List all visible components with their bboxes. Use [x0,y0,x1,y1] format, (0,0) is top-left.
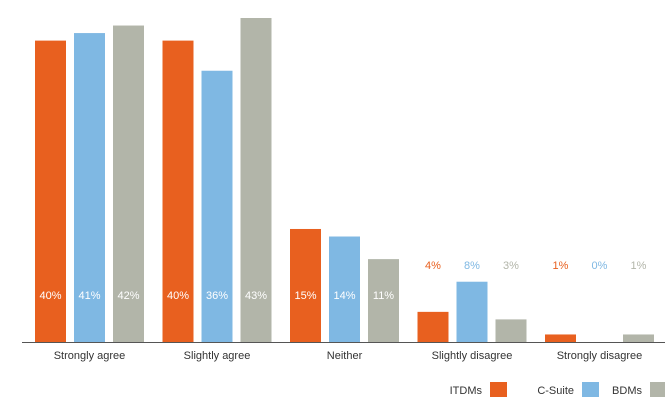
data-label-bdms-strongly-agree: 42% [117,290,139,302]
bar-c-suite-slightly-agree [201,70,233,342]
data-label-c-suite-strongly-agree: 41% [78,290,100,302]
data-label-itdms-strongly-agree: 40% [39,290,61,302]
x-tick-label: Slightly disagree [432,350,513,362]
data-label-c-suite-slightly-agree: 36% [206,290,228,302]
bar-c-suite-slightly-disagree [456,281,488,342]
data-label-itdms-slightly-disagree: 4% [425,260,441,272]
x-tick-label: Strongly disagree [557,350,643,362]
x-tick-labels: Strongly agree Slightly agree Neither Sligh… [54,350,643,362]
bar-itdms-slightly-agree [162,40,194,343]
bar-bdms-slightly-disagree [495,319,527,342]
x-tick-label: Strongly agree [54,350,126,362]
data-label-bdms-slightly-agree: 43% [245,290,267,302]
bar-c-suite-strongly-agree [74,33,105,343]
data-label-itdms-neither: 15% [294,290,316,302]
data-label-c-suite-strongly-disagree: 0% [592,260,608,272]
data-label-bdms-strongly-disagree: 1% [631,260,647,272]
bar-itdms-strongly-disagree [545,334,576,342]
bar-bdms-slightly-agree [240,18,272,342]
legend-swatch-itdms [490,382,507,397]
bar-bdms-strongly-agree [113,25,144,343]
bar-itdms-slightly-disagree [417,311,449,342]
bar-bdms-neither [368,259,399,342]
legend: ITDMs C-Suite BDMs [450,382,665,397]
data-label-itdms-strongly-disagree: 1% [553,260,569,272]
bar-bdms-strongly-disagree [623,334,654,342]
bars-layer [35,18,654,343]
data-label-bdms-neither: 11% [373,290,394,302]
legend-label-bdms: BDMs [612,385,642,397]
legend-swatch-c-suite [582,382,599,397]
bar-itdms-strongly-agree [35,40,66,343]
legend-label-itdms: ITDMs [450,385,483,397]
data-label-c-suite-slightly-disagree: 8% [464,260,480,272]
data-labels-layer: 40% 41% 42% 40% 36% 43% 15% 14% 11% 4% 8% 3% 1% 0% 1% [39,260,646,302]
x-tick-label: Slightly agree [184,350,251,362]
data-label-itdms-slightly-agree: 40% [167,290,189,302]
legend-swatch-bdms [650,382,665,397]
legend-label-c-suite: C-Suite [537,385,574,397]
bar-itdms-neither [290,228,321,342]
bar-c-suite-neither [329,236,360,342]
data-label-bdms-slightly-disagree: 3% [503,260,519,272]
data-label-c-suite-neither: 14% [333,290,355,302]
x-tick-label: Neither [327,350,363,362]
